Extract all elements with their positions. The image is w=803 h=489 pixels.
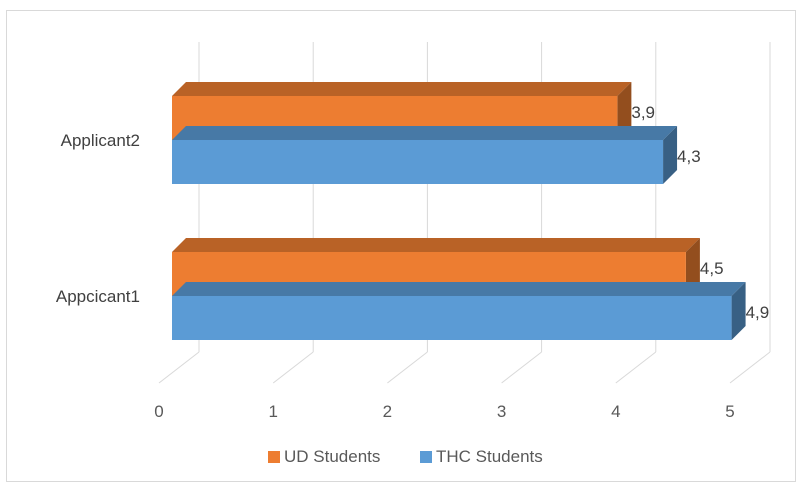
bar-side-face	[731, 282, 746, 340]
legend-swatch	[268, 451, 280, 463]
bar-side-face	[663, 126, 678, 184]
bar	[172, 140, 664, 184]
gridline-floor	[158, 351, 200, 384]
x-tick-label: 2	[383, 402, 392, 421]
bar-top-face	[172, 238, 700, 252]
bar	[172, 296, 732, 340]
gridline-floor	[387, 351, 428, 384]
gridline-floor	[501, 351, 542, 384]
bar-top-face	[172, 126, 678, 140]
data-label: 4,3	[677, 147, 701, 166]
legend-label: UD Students	[284, 447, 380, 466]
data-label: 4,5	[700, 259, 724, 278]
legend-label: THC Students	[436, 447, 543, 466]
bar-side-face	[617, 82, 632, 140]
x-tick-label: 4	[611, 402, 620, 421]
x-tick-label: 5	[725, 402, 734, 421]
x-tick-label: 0	[154, 402, 163, 421]
x-tick-label: 3	[497, 402, 506, 421]
bar-side-face	[685, 238, 700, 296]
category-label: Appcicant1	[56, 287, 140, 306]
category-label: Applicant2	[61, 131, 140, 150]
gridline-floor	[615, 351, 657, 384]
legend-swatch	[420, 451, 432, 463]
data-label: 4,9	[746, 303, 770, 322]
bar-top-face	[172, 282, 746, 296]
gridline-floor	[729, 351, 771, 384]
bar-top-face	[172, 82, 632, 96]
x-tick-label: 1	[268, 402, 277, 421]
gridline-floor	[272, 351, 314, 384]
data-label: 3,9	[631, 103, 655, 122]
